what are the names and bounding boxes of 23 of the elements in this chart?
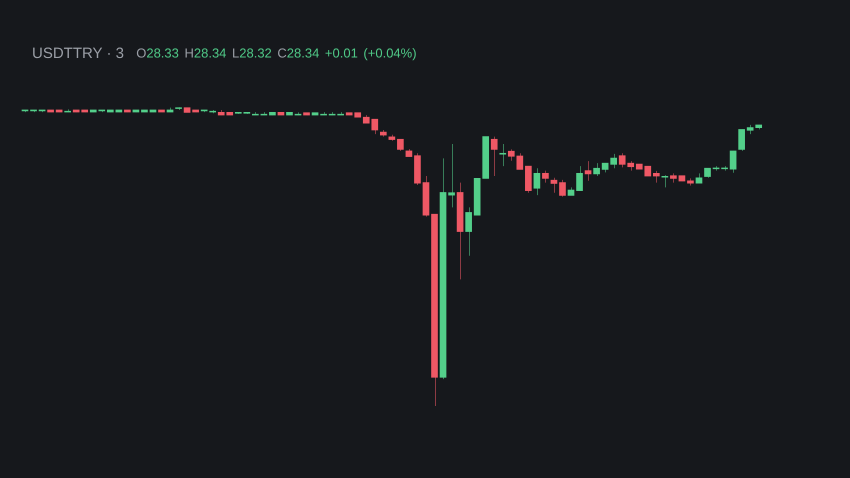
- candlestick: [627, 160, 634, 172]
- candlestick: [738, 128, 745, 152]
- candlestick: [618, 152, 626, 168]
- candlestick: [508, 148, 515, 162]
- candlestick: [696, 172, 702, 184]
- chart-title: USDTTRY · 3: [32, 45, 124, 62]
- candlestick: [534, 168, 540, 196]
- candlestick: [499, 144, 506, 167]
- candlestick: [662, 174, 668, 188]
- candlestick: [542, 170, 549, 184]
- text: O28.33 H28.34 L28.32 C28.34 +0.01 (+0.04%): [136, 46, 417, 61]
- candlestick: [644, 166, 652, 176]
- candlestick: [516, 152, 524, 170]
- candlestick: [371, 118, 378, 135]
- candlestick: [610, 153, 617, 169]
- candlestick: [652, 170, 660, 184]
- candlestick: [584, 160, 592, 182]
- candlestick: [593, 162, 600, 176]
- candlestick: [602, 162, 608, 173]
- candlestick: [397, 138, 404, 152]
- candlestick: [730, 150, 736, 174]
- candlestick: [490, 136, 498, 176]
- candlestick: [465, 206, 472, 256]
